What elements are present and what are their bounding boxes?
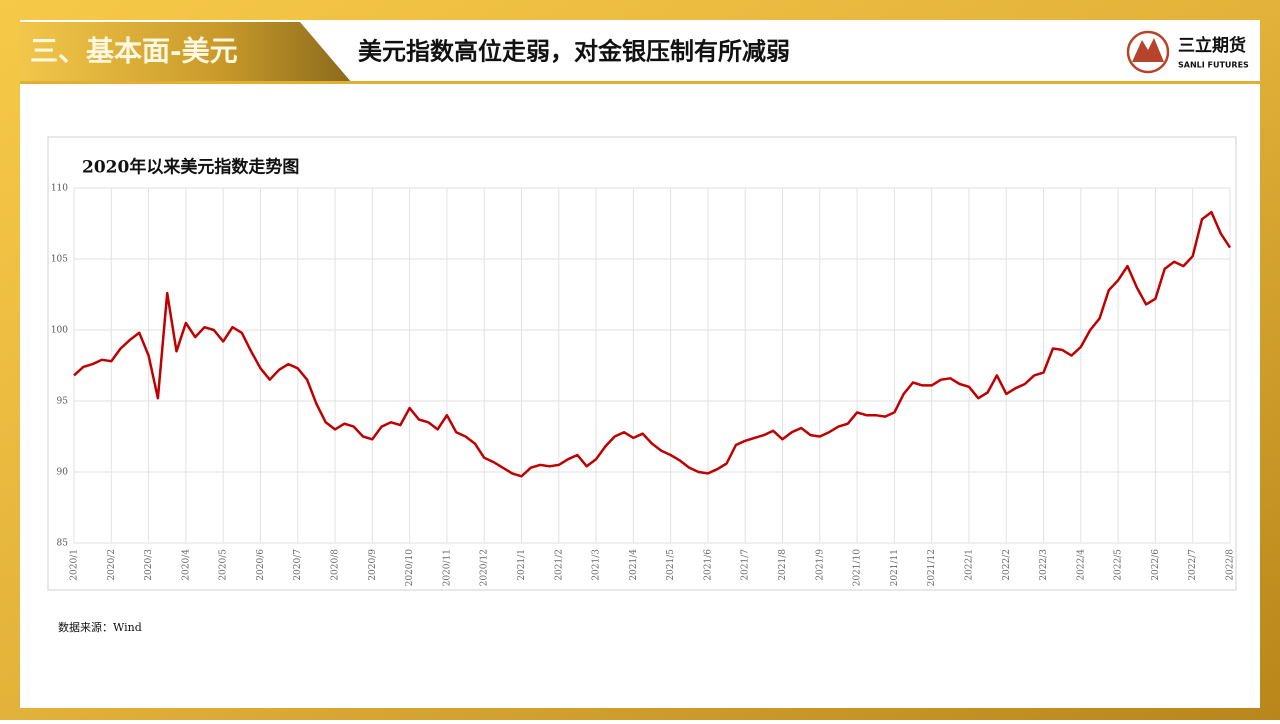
x-tick-label: 2021/12 xyxy=(927,549,937,586)
logo-mountain xyxy=(1132,38,1164,62)
header-rule xyxy=(20,81,1260,84)
y-tick-label: 90 xyxy=(57,468,69,478)
x-tick-label: 2020/2 xyxy=(107,549,117,581)
plot-area xyxy=(73,187,1231,544)
y-tick-label: 100 xyxy=(51,326,68,336)
x-tick-label: 2020/5 xyxy=(219,549,229,581)
line xyxy=(73,210,1232,478)
x-tick-label: 2022/8 xyxy=(1226,549,1236,581)
x-tick-label: 2022/2 xyxy=(1002,549,1012,581)
x-tick-label: 2021/8 xyxy=(778,549,788,581)
chart-title: 2020年以来美元指数走势图 xyxy=(82,157,299,178)
x-tick-label: 2021/10 xyxy=(853,549,863,587)
section-tab xyxy=(20,22,352,83)
x-tick-label: 2021/6 xyxy=(703,549,713,581)
x-tick-label: 2022/7 xyxy=(1188,549,1198,581)
x-tick-label: 2021/3 xyxy=(592,549,602,581)
x-tick-label: 2020/4 xyxy=(181,549,191,581)
x-tick-label: 2020/6 xyxy=(256,549,266,581)
x-tick-label: 2021/4 xyxy=(629,549,639,581)
x-tick-label: 2020/1 xyxy=(70,549,80,581)
x-tick-label: 2020/12 xyxy=(480,549,490,586)
section-title: 三、基本面-美元 xyxy=(30,35,238,68)
x-tick-label: 2020/3 xyxy=(144,549,154,581)
x-tick-label: 2022/3 xyxy=(1039,549,1049,581)
x-tick-label: 2020/11 xyxy=(442,549,452,586)
y-tick-label: 85 xyxy=(57,539,69,549)
y-tick-label: 95 xyxy=(57,397,69,407)
logo-en: SANLI FUTURES xyxy=(1178,61,1249,70)
x-tick-label: 2021/2 xyxy=(554,549,564,581)
x-tick-label: 2021/5 xyxy=(666,549,676,581)
x-tick-label: 2020/7 xyxy=(293,549,303,581)
y-tick-label: 105 xyxy=(51,255,68,265)
source-note: 数据来源：Wind xyxy=(58,620,142,634)
x-tick-label: 2021/7 xyxy=(741,549,751,581)
x-tick-label: 2020/8 xyxy=(331,549,341,581)
logo: 三立期货 SANLI FUTURES xyxy=(1126,30,1249,74)
x-tick-label: 2021/9 xyxy=(815,549,825,581)
x-tick-label: 2022/6 xyxy=(1151,549,1161,581)
x-tick-label: 2022/4 xyxy=(1076,549,1086,581)
logo-ring xyxy=(1126,30,1170,74)
x-tick-label: 2022/1 xyxy=(964,549,974,581)
x-tick-label: 2021/1 xyxy=(517,549,527,581)
x-tick-label: 2020/9 xyxy=(368,549,378,581)
x-tick-label: 2020/10 xyxy=(405,549,415,587)
x-tick-label: 2021/11 xyxy=(890,549,900,586)
y-tick-label: 110 xyxy=(51,184,68,194)
plot: 85 90 95 100 105 110 2020/1 2020/2 2020/3 2020/4 2… xyxy=(51,184,1236,587)
headline: 美元指数高位走弱，对金银压制有所减弱 xyxy=(358,37,790,66)
logo-name: 三立期货 xyxy=(1178,35,1246,56)
x-tick-label: 2022/5 xyxy=(1114,549,1124,581)
